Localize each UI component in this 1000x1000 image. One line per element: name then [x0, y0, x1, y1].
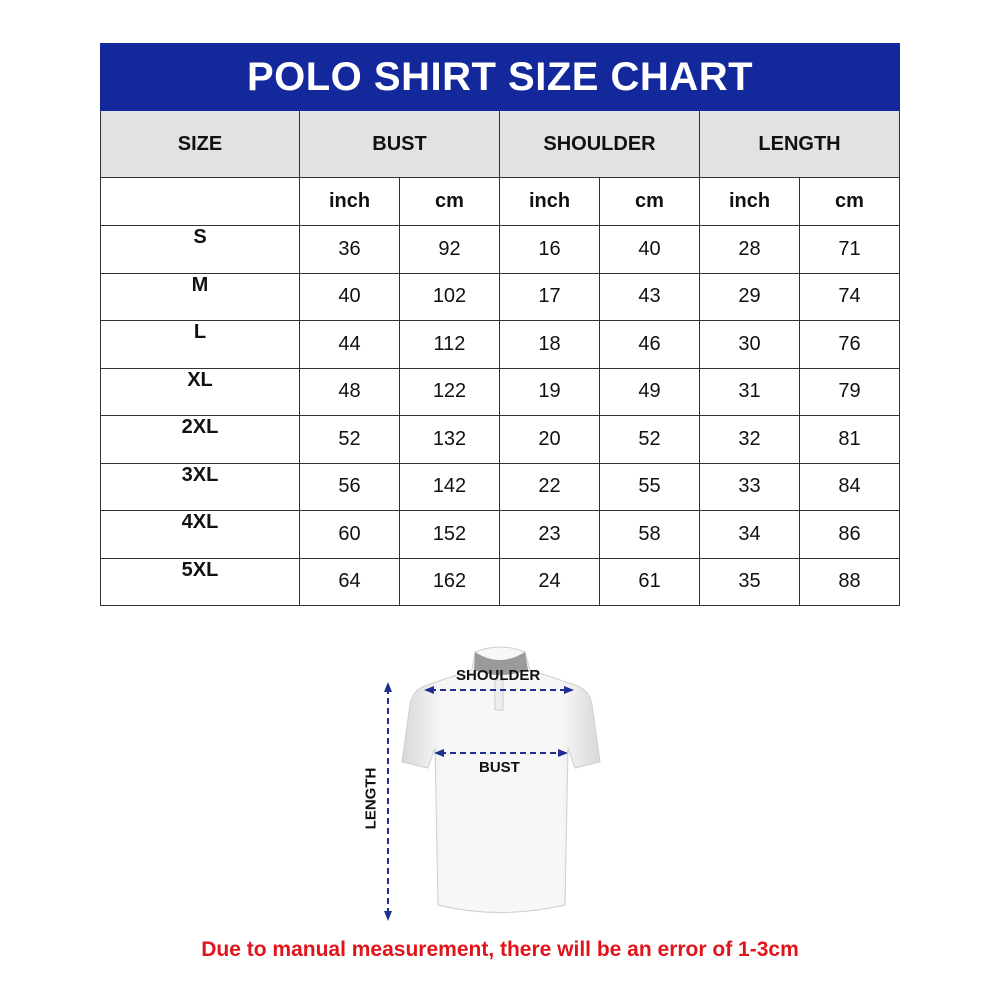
- measurement-cell: 76: [799, 320, 900, 369]
- measurement-cell: 60: [299, 510, 400, 559]
- measurement-cell: 84: [799, 462, 900, 511]
- unit-header: cm: [799, 177, 900, 226]
- measurement-cell: 86: [799, 510, 900, 559]
- measurement-cell: 56: [299, 462, 400, 511]
- measurement-cell: 81: [799, 415, 900, 464]
- table-row: XL 48 122 19 49 31 79: [100, 367, 900, 416]
- measurement-cell: 33: [699, 462, 800, 511]
- measurement-note: Due to manual measurement, there will be…: [201, 938, 799, 961]
- measurement-cell: 31: [699, 367, 800, 416]
- measurement-cell: 24: [499, 557, 600, 606]
- measurement-cell: 61: [599, 557, 700, 606]
- measurement-cell: 152: [399, 510, 500, 559]
- measurement-cell: 122: [399, 367, 500, 416]
- header-length: LENGTH: [699, 110, 900, 178]
- measurement-cell: 64: [299, 557, 400, 606]
- size-cell: 4XL: [100, 510, 300, 559]
- measurement-cell: 132: [399, 415, 500, 464]
- measurement-cell: 34: [699, 510, 800, 559]
- table-row: S 36 92 16 40 28 71: [100, 225, 900, 274]
- measurement-cell: 162: [399, 557, 500, 606]
- empty-cell: [100, 177, 300, 226]
- size-chart-table: POLO SHIRT SIZE CHART SIZE BUST SHOULDER…: [100, 43, 900, 606]
- measurement-cell: 17: [499, 272, 600, 321]
- size-cell: XL: [100, 367, 300, 416]
- size-cell: S: [100, 225, 300, 274]
- measurement-cell: 40: [299, 272, 400, 321]
- measurement-cell: 32: [699, 415, 800, 464]
- measurement-cell: 19: [499, 367, 600, 416]
- unit-header: cm: [399, 177, 500, 226]
- table-row: L 44 112 18 46 30 76: [100, 320, 900, 369]
- measurement-cell: 22: [499, 462, 600, 511]
- measurement-cell: 35: [699, 557, 800, 606]
- measurement-cell: 58: [599, 510, 700, 559]
- unit-header: inch: [299, 177, 400, 226]
- measurement-cell: 29: [699, 272, 800, 321]
- table-row: 3XL 56 142 22 55 33 84: [100, 462, 900, 511]
- measurement-cell: 142: [399, 462, 500, 511]
- measurement-cell: 48: [299, 367, 400, 416]
- measurement-cell: 79: [799, 367, 900, 416]
- measurement-cell: 36: [299, 225, 400, 274]
- measurement-cell: 74: [799, 272, 900, 321]
- measurement-cell: 46: [599, 320, 700, 369]
- table-row: 4XL 60 152 23 58 34 86: [100, 510, 900, 559]
- size-cell: L: [100, 320, 300, 369]
- table-row: 5XL 64 162 24 61 35 88: [100, 557, 900, 606]
- shoulder-label: SHOULDER: [456, 667, 541, 684]
- table-row: M 40 102 17 43 29 74: [100, 272, 900, 321]
- measurement-cell: 28: [699, 225, 800, 274]
- chart-title: POLO SHIRT SIZE CHART: [100, 43, 900, 111]
- size-cell: M: [100, 272, 300, 321]
- measurement-cell: 49: [599, 367, 700, 416]
- measurement-cell: 52: [599, 415, 700, 464]
- size-cell: 3XL: [100, 462, 300, 511]
- header-bust: BUST: [299, 110, 500, 178]
- measurement-cell: 88: [799, 557, 900, 606]
- polo-shirt-diagram: SHOULDER BUST LENGTH: [360, 640, 620, 930]
- bust-label: BUST: [479, 759, 520, 776]
- measurement-cell: 55: [599, 462, 700, 511]
- header-size: SIZE: [100, 110, 300, 178]
- measurement-cell: 16: [499, 225, 600, 274]
- size-cell: 2XL: [100, 415, 300, 464]
- length-label: LENGTH: [362, 767, 380, 830]
- measurement-cell: 18: [499, 320, 600, 369]
- measurement-cell: 20: [499, 415, 600, 464]
- measurement-cell: 44: [299, 320, 400, 369]
- measurement-cell: 102: [399, 272, 500, 321]
- measurement-cell: 52: [299, 415, 400, 464]
- measurement-cell: 23: [499, 510, 600, 559]
- measurement-cell: 40: [599, 225, 700, 274]
- size-cell: 5XL: [100, 557, 300, 606]
- table-row: 2XL 52 132 20 52 32 81: [100, 415, 900, 464]
- measurement-cell: 71: [799, 225, 900, 274]
- unit-header: inch: [499, 177, 600, 226]
- measurement-cell: 30: [699, 320, 800, 369]
- unit-header: inch: [699, 177, 800, 226]
- measurement-cell: 112: [399, 320, 500, 369]
- polo-shirt-illustration: [384, 646, 601, 921]
- header-shoulder: SHOULDER: [499, 110, 700, 178]
- measurement-cell: 92: [399, 225, 500, 274]
- measurement-cell: 43: [599, 272, 700, 321]
- unit-header: cm: [599, 177, 700, 226]
